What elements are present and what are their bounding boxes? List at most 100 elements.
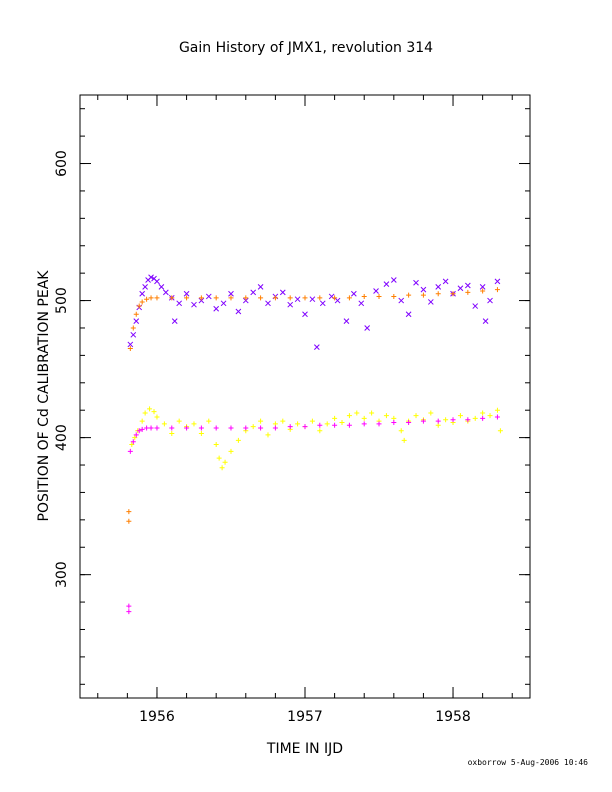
data-marks [126, 275, 503, 614]
data-point [126, 509, 131, 514]
data-point [273, 295, 278, 300]
data-point [280, 290, 285, 295]
data-point [495, 287, 500, 292]
data-point [377, 294, 382, 299]
data-point [243, 295, 248, 300]
data-point [488, 298, 493, 303]
data-point [280, 419, 285, 424]
data-point [458, 413, 463, 418]
data-point [159, 284, 164, 289]
data-point [140, 299, 145, 304]
data-point [359, 301, 364, 306]
data-point [217, 456, 222, 461]
data-point [347, 423, 352, 428]
data-point [258, 295, 263, 300]
data-point [458, 286, 463, 291]
y-tick-label: 300 [54, 561, 70, 588]
data-point [374, 288, 379, 293]
data-point [149, 295, 154, 300]
data-point [169, 431, 174, 436]
y-axis-ticks: 300 400 500 600 [54, 109, 530, 685]
data-point [483, 319, 488, 324]
data-point [144, 297, 149, 302]
data-point [228, 426, 233, 431]
data-point [191, 302, 196, 307]
data-point [362, 421, 367, 426]
data-point [169, 426, 174, 431]
data-point [480, 416, 485, 421]
data-point [347, 413, 352, 418]
y-axis-label: POSITION OF Cd CALIBRATION PEAK [36, 270, 52, 522]
data-point [421, 293, 426, 298]
data-point [473, 416, 478, 421]
data-point [288, 302, 293, 307]
data-point [421, 287, 426, 292]
data-point [303, 424, 308, 429]
x-tick-label: 1958 [435, 709, 471, 725]
data-point [288, 424, 293, 429]
data-point [199, 426, 204, 431]
data-point [152, 409, 157, 414]
data-point [140, 291, 145, 296]
data-point [347, 295, 352, 300]
chart-title: Gain History of JMX1, revolution 314 [179, 40, 433, 56]
data-point [495, 408, 500, 413]
data-point [335, 298, 340, 303]
data-point [295, 297, 300, 302]
series-0 [128, 275, 500, 350]
x-tick-label: 1956 [139, 709, 175, 725]
data-point [265, 432, 270, 437]
data-point [317, 428, 322, 433]
data-point [451, 417, 456, 422]
data-point [236, 438, 241, 443]
data-point [428, 299, 433, 304]
data-point [354, 410, 359, 415]
data-point [206, 419, 211, 424]
data-point [414, 413, 419, 418]
data-point [365, 325, 370, 330]
data-point [406, 312, 411, 317]
data-point [391, 420, 396, 425]
data-point [177, 419, 182, 424]
data-point [391, 294, 396, 299]
data-point [362, 416, 367, 421]
data-point [137, 304, 142, 309]
data-point [154, 426, 159, 431]
data-point [498, 428, 503, 433]
data-point [480, 410, 485, 415]
data-point [369, 410, 374, 415]
data-point [214, 442, 219, 447]
data-point [154, 415, 159, 420]
series-1 [126, 287, 500, 524]
series-3 [126, 415, 500, 615]
data-point [220, 465, 225, 470]
y-tick-label: 500 [54, 287, 70, 314]
footer-stamp: oxborrow 5-Aug-2006 10:46 [468, 758, 588, 767]
data-point [384, 413, 389, 418]
data-point [273, 426, 278, 431]
data-point [377, 421, 382, 426]
data-point [325, 421, 330, 426]
data-point [143, 284, 148, 289]
data-point [406, 293, 411, 298]
data-point [149, 426, 154, 431]
data-point [147, 406, 152, 411]
data-point [362, 294, 367, 299]
data-point [317, 423, 322, 428]
data-point [144, 426, 149, 431]
data-point [443, 279, 448, 284]
data-point [251, 290, 256, 295]
data-point [414, 280, 419, 285]
x-tick-label: 1957 [287, 709, 323, 725]
data-point [428, 410, 433, 415]
data-point [172, 319, 177, 324]
data-point [134, 319, 139, 324]
data-point [223, 460, 228, 465]
data-point [303, 312, 308, 317]
data-point [206, 294, 211, 299]
data-point [126, 604, 131, 609]
data-point [258, 426, 263, 431]
data-point [128, 449, 133, 454]
series-2 [129, 406, 503, 470]
